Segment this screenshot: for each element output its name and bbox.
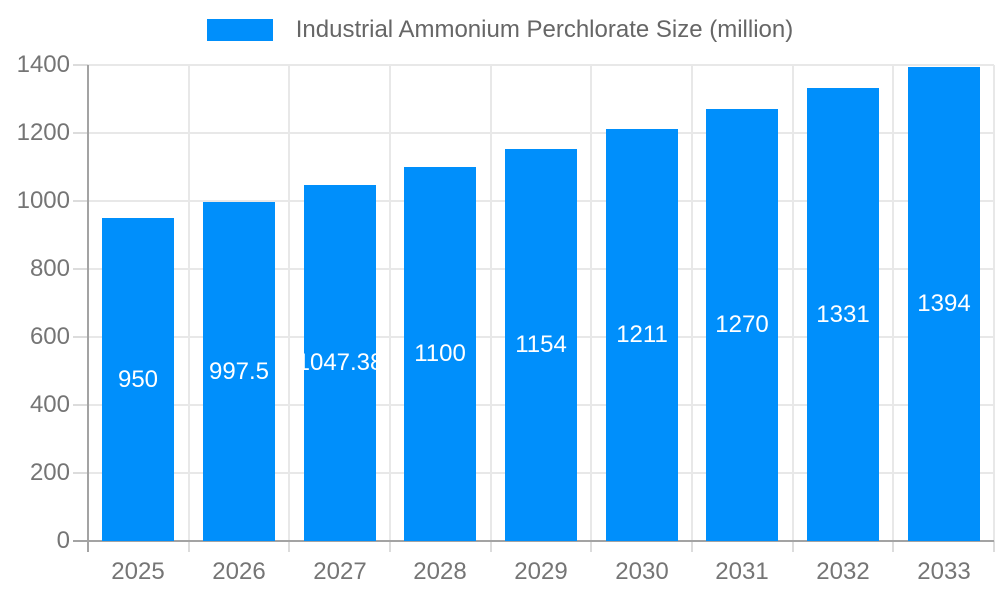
x-tick xyxy=(691,541,693,552)
y-tick xyxy=(73,64,88,66)
x-tick xyxy=(389,541,391,552)
bar[interactable]: 997.5 xyxy=(203,202,275,541)
bar-value-label: 1100 xyxy=(414,340,466,367)
bar[interactable]: 1270 xyxy=(706,109,778,541)
bar[interactable]: 1047.38 xyxy=(304,185,376,541)
y-tick xyxy=(73,404,88,406)
x-gridline xyxy=(792,65,794,541)
bar-value-label: 1211 xyxy=(616,321,668,348)
bar[interactable]: 1100 xyxy=(404,167,476,541)
y-tick-label: 1400 xyxy=(16,51,70,78)
x-tick xyxy=(490,541,492,552)
y-tick-label: 800 xyxy=(29,255,70,282)
x-tick-label: 2026 xyxy=(212,558,266,585)
y-tick xyxy=(73,540,88,542)
y-tick-label: 0 xyxy=(56,527,70,554)
x-tick-label: 2032 xyxy=(816,558,870,585)
bar-value-label: 1154 xyxy=(515,331,567,358)
bar-value-label: 1394 xyxy=(917,290,971,317)
x-tick xyxy=(892,541,894,552)
bar-value-label: 1331 xyxy=(816,300,870,328)
x-axis-line xyxy=(88,540,994,542)
bar[interactable]: 1394 xyxy=(908,67,980,541)
y-tick xyxy=(73,268,88,270)
y-gridline xyxy=(88,132,994,134)
x-tick xyxy=(87,541,89,552)
y-tick xyxy=(73,132,88,134)
x-tick xyxy=(993,541,995,552)
y-tick-label: 1000 xyxy=(16,187,70,214)
bar[interactable]: 1211 xyxy=(606,129,678,541)
y-tick-label: 400 xyxy=(29,391,70,418)
bar[interactable]: 950 xyxy=(102,218,174,541)
bar-value-label: 1047.38 xyxy=(304,349,376,376)
y-tick xyxy=(73,200,88,202)
x-gridline xyxy=(188,65,190,541)
x-tick xyxy=(792,541,794,552)
x-gridline xyxy=(288,65,290,541)
y-tick-label: 600 xyxy=(29,323,70,350)
x-tick xyxy=(288,541,290,552)
x-tick-label: 2028 xyxy=(413,558,467,585)
bar-value-label: 997.5 xyxy=(208,357,270,385)
legend-swatch xyxy=(206,19,273,41)
x-tick-label: 2029 xyxy=(514,558,568,585)
x-tick-label: 2031 xyxy=(715,558,769,585)
x-gridline xyxy=(490,65,492,541)
x-gridline xyxy=(993,65,995,541)
y-tick-label: 200 xyxy=(29,459,70,486)
x-gridline xyxy=(389,65,391,541)
x-gridline xyxy=(691,65,693,541)
y-tick xyxy=(73,472,88,474)
x-tick-label: 2030 xyxy=(615,558,669,585)
y-axis-line xyxy=(87,65,89,541)
x-gridline xyxy=(892,65,894,541)
x-tick-label: 2027 xyxy=(313,558,367,585)
bar[interactable]: 1331 xyxy=(807,88,879,541)
y-tick xyxy=(73,336,88,338)
x-tick-label: 2025 xyxy=(111,558,165,585)
y-gridline xyxy=(88,64,994,66)
bar[interactable]: 1154 xyxy=(505,149,577,541)
x-tick-label: 2033 xyxy=(917,558,971,585)
bar-value-label: 950 xyxy=(117,365,159,393)
x-gridline xyxy=(590,65,592,541)
y-tick-label: 1200 xyxy=(16,119,70,146)
legend-label: Industrial Ammonium Perchlorate Size (mi… xyxy=(295,16,794,43)
x-tick xyxy=(590,541,592,552)
legend[interactable]: Industrial Ammonium Perchlorate Size (mi… xyxy=(0,8,1000,52)
bar-value-label: 1270 xyxy=(715,311,769,338)
x-tick xyxy=(188,541,190,552)
